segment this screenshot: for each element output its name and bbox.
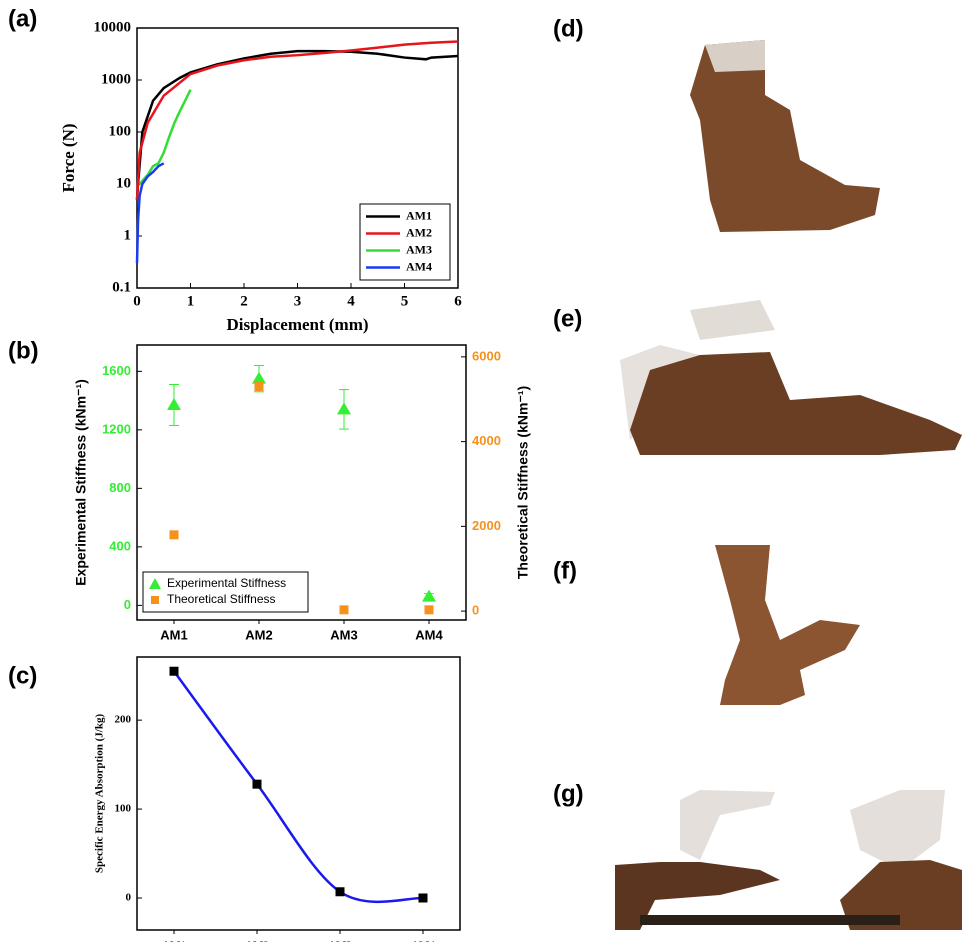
panel-label: (c) (8, 662, 37, 689)
panel-label: (d) (553, 15, 584, 42)
legend-label: Theoretical Stiffness (167, 592, 276, 606)
y-tick-label: 1 (124, 227, 132, 243)
y-axis-label: Force (N) (59, 123, 78, 192)
chart: 0100200AM1AM2AM3AM4Specific Energy Absor… (94, 657, 460, 942)
marker (419, 893, 428, 902)
x-tick-label: 0 (133, 293, 141, 309)
y2-tick-label: 2000 (472, 518, 501, 533)
chart: 0 400 800 1200 1600 0 2000 4000 6000 AM1 AM2 AM3 AM4… (73, 345, 531, 642)
marker (340, 605, 349, 614)
figure: (a) (b) (c) (d) (e) (f) (g) 0.1110100100… (0, 0, 965, 942)
line (140, 90, 191, 184)
y2-axis-label: Theoretical Stiffness (kNm⁻¹) (515, 386, 531, 579)
photo-e (620, 300, 962, 455)
line (137, 163, 164, 263)
panel-label: (a) (8, 5, 37, 32)
marker (253, 780, 262, 789)
x-tick-label: AM1 (160, 627, 187, 642)
x-tick-label: 4 (347, 293, 355, 309)
photo-g (615, 790, 962, 930)
photo-f (715, 545, 860, 705)
y-tick-label: 100 (109, 123, 132, 139)
x-axis-label: Displacement (mm) (226, 315, 368, 334)
y2-tick-label: 6000 (472, 348, 501, 363)
line (137, 42, 458, 200)
legend-label: AM4 (406, 259, 432, 273)
line (137, 51, 458, 200)
panel-label: (g) (553, 780, 584, 807)
marker (170, 667, 179, 676)
y-tick-label: 1200 (102, 421, 131, 436)
x-tick-label: AM3 (330, 627, 357, 642)
y-tick-label: 200 (115, 714, 132, 726)
marker (422, 590, 436, 602)
marker (167, 398, 181, 410)
marker (170, 530, 179, 539)
legend-label: AM1 (406, 208, 432, 222)
line (174, 671, 423, 902)
panel-label: (b) (8, 337, 39, 364)
y-tick-label: 10 (116, 175, 131, 191)
x-tick-label: AM4 (415, 627, 443, 642)
marker (337, 402, 351, 414)
x-tick-label: 5 (401, 293, 409, 309)
y-tick-label: 1600 (102, 363, 131, 378)
marker (336, 887, 345, 896)
x-tick-label: AM2 (245, 627, 272, 642)
y2-tick-label: 4000 (472, 433, 501, 448)
marker (252, 372, 266, 384)
photo-d (690, 40, 880, 232)
panel-label: (e) (553, 305, 582, 332)
y-tick-label: 800 (109, 480, 131, 495)
y-tick-label: 0 (126, 892, 132, 904)
x-tick-label: 3 (294, 293, 302, 309)
y-tick-label: 10000 (94, 19, 132, 35)
marker (425, 605, 434, 614)
y-tick-label: 0.1 (112, 279, 131, 295)
y-tick-label: 400 (109, 538, 131, 553)
y2-tick-label: 0 (472, 603, 479, 618)
panel-label: (f) (553, 557, 577, 584)
plot-frame (137, 657, 460, 930)
y-axis-label: Experimental Stiffness (kNm⁻¹) (73, 379, 89, 586)
x-tick-label: 1 (187, 293, 195, 309)
x-tick-label: 6 (454, 293, 462, 309)
x-tick-label: 2 (240, 293, 248, 309)
legend-label: AM2 (406, 225, 432, 239)
y-axis-label: Specific Energy Absorption (J/kg) (94, 714, 106, 874)
marker (255, 382, 264, 391)
y-tick-label: 1000 (101, 71, 131, 87)
legend-label: AM3 (406, 242, 432, 256)
legend-swatch (151, 596, 159, 604)
chart: 0.1 1 10 100 1000 10000 0 1 2 3 4 5 6 Displacement (m… (59, 19, 462, 333)
y-tick-label: 100 (115, 803, 132, 815)
y-tick-label: 0 (124, 597, 131, 612)
legend-label: Experimental Stiffness (167, 576, 286, 590)
